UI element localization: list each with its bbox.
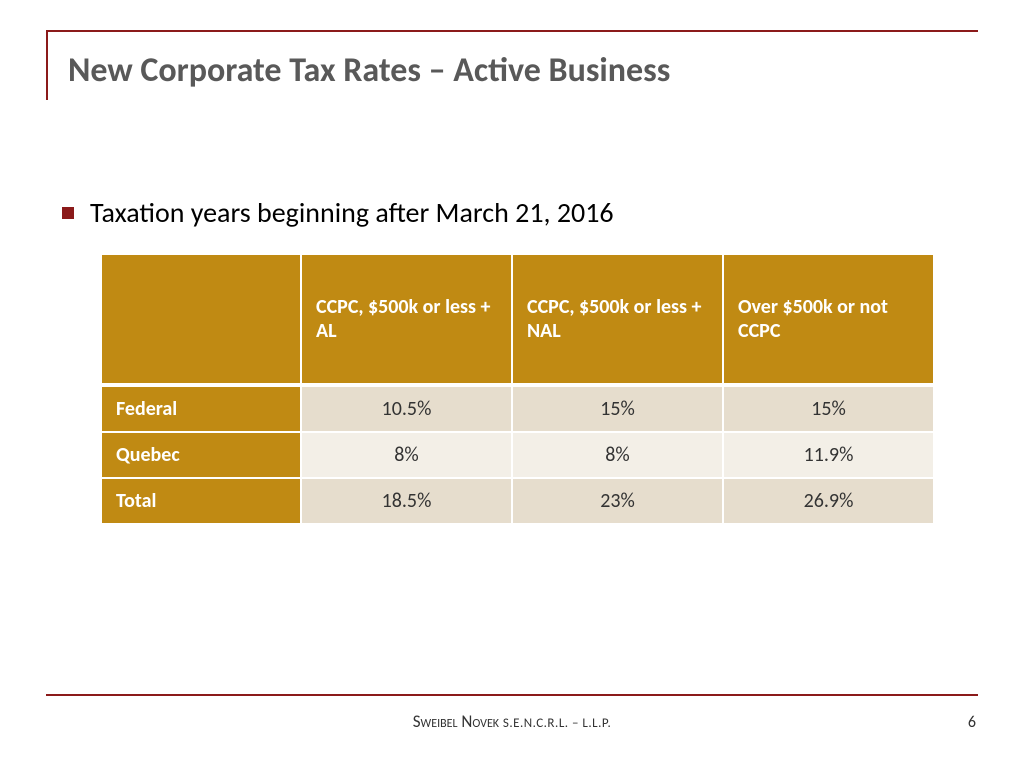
bullet-row: Taxation years beginning after March 21,…	[62, 195, 962, 230]
row-label-total: Total	[101, 478, 301, 524]
cell-quebec-2: 11.9%	[723, 432, 934, 478]
cell-total-2: 26.9%	[723, 478, 934, 524]
cell-federal-2: 15%	[723, 385, 934, 432]
tax-rates-table: CCPC, $500k or less + AL CCPC, $500k or …	[100, 255, 935, 525]
bullet-icon	[62, 207, 74, 219]
footer-rule	[46, 694, 978, 696]
cell-total-0: 18.5%	[301, 478, 512, 524]
table-row: Federal 10.5% 15% 15%	[101, 385, 934, 432]
cell-federal-0: 10.5%	[301, 385, 512, 432]
row-label-quebec: Quebec	[101, 432, 301, 478]
table-row: Quebec 8% 8% 11.9%	[101, 432, 934, 478]
footer-firm-suffix: S.E.N.C.R.L. – L.L.P.	[503, 716, 611, 731]
page-title: New Corporate Tax Rates – Active Busines…	[68, 50, 978, 91]
page-number: 6	[968, 713, 976, 732]
bullet-text: Taxation years beginning after March 21,…	[90, 195, 614, 230]
cell-quebec-1: 8%	[512, 432, 723, 478]
footer-firm-primary: Sweibel Novek	[413, 711, 499, 732]
table-header-empty	[101, 255, 301, 385]
table-header-row: CCPC, $500k or less + AL CCPC, $500k or …	[101, 255, 934, 385]
table-header-col2: CCPC, $500k or less + NAL	[512, 255, 723, 385]
table-header-col3: Over $500k or not CCPC	[723, 255, 934, 385]
table-row: Total 18.5% 23% 26.9%	[101, 478, 934, 524]
row-label-federal: Federal	[101, 385, 301, 432]
title-region: New Corporate Tax Rates – Active Busines…	[46, 30, 978, 100]
cell-quebec-0: 8%	[301, 432, 512, 478]
footer-firm: Sweibel Novek S.E.N.C.R.L. – L.L.P.	[0, 711, 1024, 732]
cell-federal-1: 15%	[512, 385, 723, 432]
table-header-col1: CCPC, $500k or less + AL	[301, 255, 512, 385]
cell-total-1: 23%	[512, 478, 723, 524]
